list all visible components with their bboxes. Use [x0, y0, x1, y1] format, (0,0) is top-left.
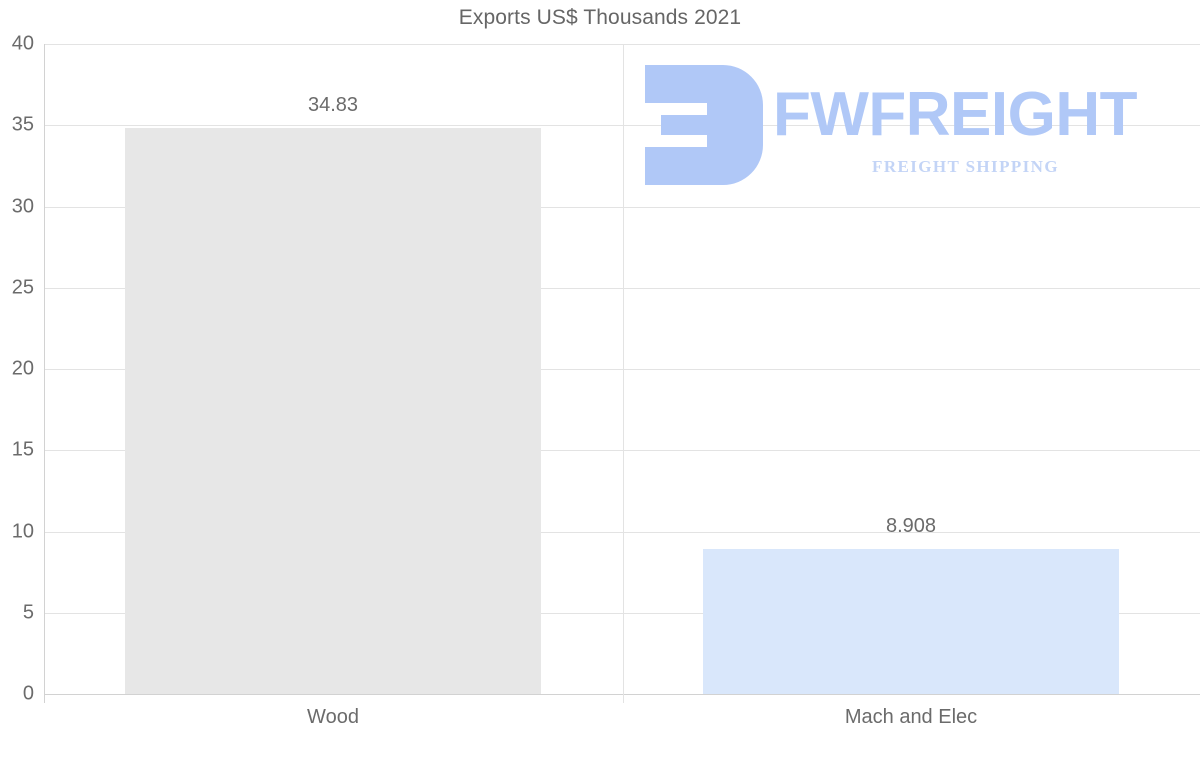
y-axis-tick-label: 20: [11, 357, 34, 380]
x-axis-category-label: Mach and Elec: [844, 706, 978, 728]
chart-title: Exports US$ Thousands 2021: [458, 6, 742, 29]
gridline: [44, 612, 1200, 614]
y-axis-tick-label: 0: [22, 682, 34, 705]
gridline: [44, 125, 1200, 127]
y-axis-tick-label: 35: [11, 113, 34, 136]
gridline: [44, 287, 1200, 289]
y-axis-tick-label: 5: [22, 601, 34, 624]
gridline: [44, 450, 1200, 452]
gridline: [44, 44, 1200, 45]
bar-value-label: 34.83: [307, 94, 359, 116]
gridline: [44, 369, 1200, 370]
y-axis-tick-label: 30: [11, 195, 34, 217]
gridline: [44, 206, 1200, 208]
y-axis-tick-label: 25: [11, 276, 34, 299]
y-axis-tick-label: 10: [11, 520, 34, 542]
bar-wood[interactable]: [125, 128, 541, 694]
gridline: [44, 694, 1200, 695]
category-divider-tick: [623, 44, 624, 703]
y-axis-tick-label: 15: [11, 438, 34, 461]
plot-area: [44, 44, 1200, 695]
y-axis-line: [44, 44, 45, 703]
bar-mach-and-elec[interactable]: [703, 549, 1119, 694]
bar-value-label: 8.908: [885, 515, 937, 538]
gridline: [44, 531, 1200, 533]
y-axis-tick-label: 40: [11, 32, 34, 55]
x-axis-category-label: Wood: [307, 706, 359, 728]
